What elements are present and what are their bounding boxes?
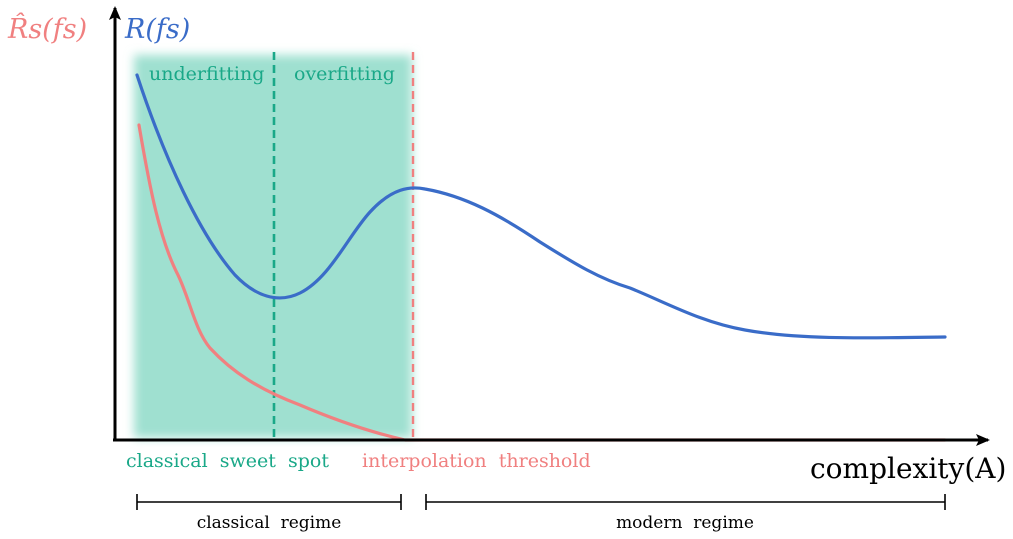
y-label-empirical: R̂s(fs) [7, 12, 87, 45]
overfitting-label: overfitting [294, 63, 395, 85]
x-axis-label: complexity(A) [810, 452, 1006, 485]
empirical-risk-curve [137, 123, 947, 442]
modern-regime-label: modern regime [616, 513, 754, 533]
sweet-spot-label: classical sweet spot [126, 450, 329, 472]
classical-regime-label: classical regime [197, 513, 342, 533]
classical-regime-bracket [136, 494, 402, 510]
interpolation-threshold-label: interpolation threshold [362, 450, 591, 472]
underfitting-label: underfitting [149, 63, 264, 85]
true-risk-curve [135, 73, 947, 340]
y-label-true: R(fs) [124, 14, 190, 45]
modern-regime-bracket [425, 494, 946, 510]
